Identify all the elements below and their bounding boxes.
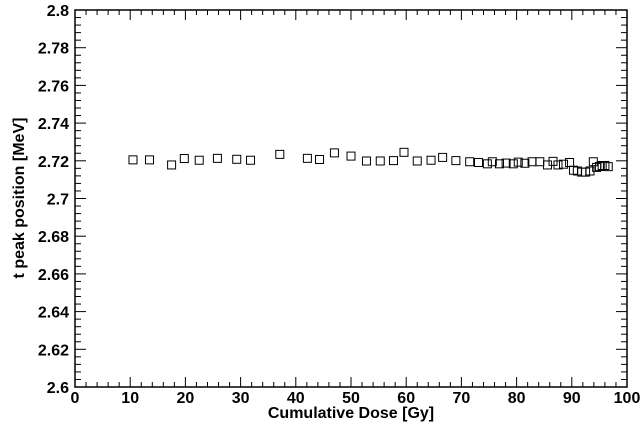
data-point <box>501 158 511 168</box>
x-tick-label: 50 <box>342 390 360 407</box>
data-point <box>451 156 461 166</box>
data-point <box>212 153 222 163</box>
y-tick-label: 2.74 <box>38 116 69 133</box>
data-point <box>513 157 523 167</box>
data-point <box>179 154 189 164</box>
data-point <box>315 154 325 164</box>
y-tick-label: 2.68 <box>38 229 69 246</box>
plot-border <box>74 9 628 388</box>
data-point <box>167 160 177 170</box>
x-tick-label: 10 <box>121 390 139 407</box>
data-point <box>389 156 399 166</box>
y-tick-label: 2.78 <box>38 41 69 58</box>
data-point <box>494 159 504 169</box>
x-tick-label: 0 <box>71 390 80 407</box>
data-points <box>128 147 613 177</box>
plot-frame <box>74 9 628 388</box>
data-point <box>361 156 371 166</box>
x-tick-label: 70 <box>453 390 471 407</box>
data-point <box>302 153 312 163</box>
data-point <box>508 159 518 169</box>
data-point <box>535 157 545 167</box>
data-point <box>145 155 155 165</box>
data-point <box>232 154 242 164</box>
data-point <box>438 152 448 162</box>
data-point <box>346 151 356 161</box>
x-axis-title: Cumulative Dose [Gy] <box>268 405 434 422</box>
x-tick-label: 90 <box>563 390 581 407</box>
data-point <box>275 149 285 159</box>
data-point <box>553 160 563 170</box>
y-tick-label: 2.76 <box>38 78 69 95</box>
x-tick-label: 40 <box>287 390 305 407</box>
data-point <box>375 156 385 166</box>
y-axis-title: t peak position [MeV] <box>11 118 28 279</box>
y-tick-label: 2.72 <box>38 154 69 171</box>
data-point <box>465 157 475 167</box>
x-tick-label: 80 <box>508 390 526 407</box>
data-point <box>426 155 436 165</box>
data-point <box>600 161 610 171</box>
x-tick-label: 100 <box>614 390 641 407</box>
y-tick-label: 2.64 <box>38 305 69 322</box>
data-point <box>588 157 598 167</box>
data-point <box>594 161 604 171</box>
x-tick-label: 20 <box>177 390 195 407</box>
y-tick-label: 2.8 <box>47 3 69 20</box>
data-point <box>412 156 422 166</box>
y-axis-ticks <box>75 9 627 388</box>
x-axis-tick-labels: 0 10 20 30 40 50 60 70 80 90 100 <box>71 390 641 407</box>
x-tick-label: 30 <box>232 390 250 407</box>
data-point <box>128 155 138 165</box>
data-point <box>474 157 484 167</box>
data-point <box>559 159 569 169</box>
data-point <box>194 155 204 165</box>
data-point <box>520 158 530 168</box>
data-point <box>487 157 497 167</box>
data-point <box>399 147 409 157</box>
y-tick-label: 2.66 <box>38 267 69 284</box>
y-tick-label: 2.62 <box>38 342 69 359</box>
data-point <box>329 148 339 158</box>
x-tick-label: 60 <box>397 390 415 407</box>
data-point <box>603 162 613 172</box>
x-axis-ticks <box>74 10 628 387</box>
data-point <box>246 155 256 165</box>
y-tick-label: 2.6 <box>47 380 69 397</box>
data-point <box>482 159 492 169</box>
y-tick-label: 2.7 <box>47 192 69 209</box>
y-axis-tick-labels: 2.6 2.62 2.64 2.66 2.68 2.7 2.72 2.74 2.76 2.78 2.… <box>38 3 69 397</box>
